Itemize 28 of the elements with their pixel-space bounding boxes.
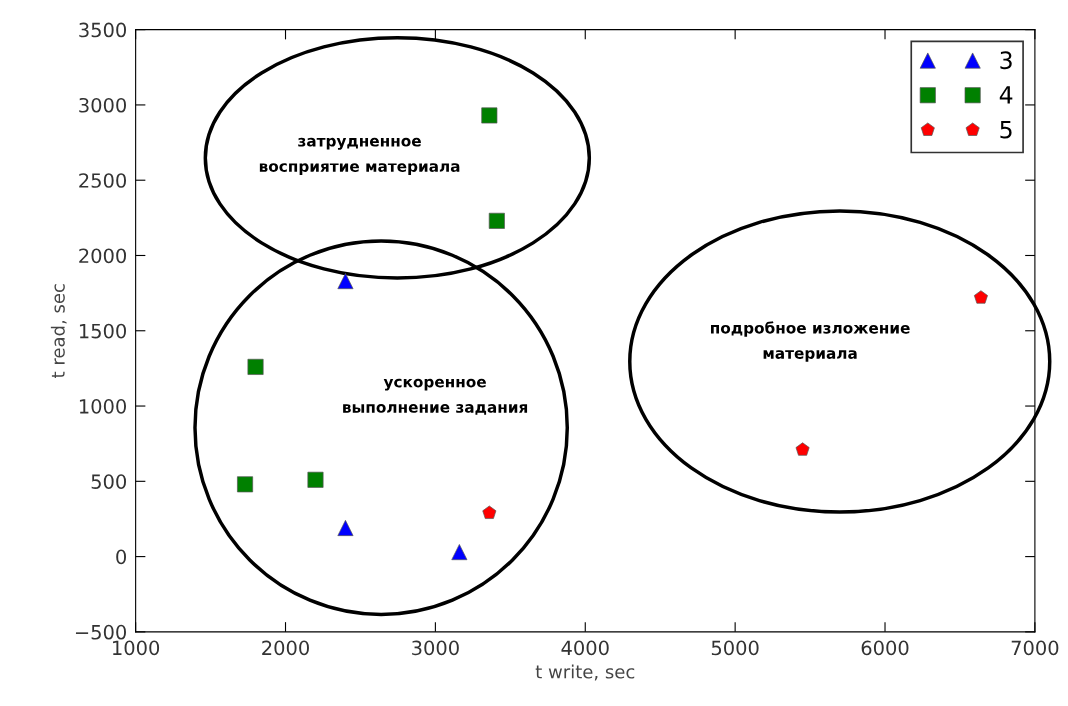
y-tick-label: 1000 xyxy=(79,398,127,414)
point xyxy=(337,520,354,536)
y-tick-label: −500 xyxy=(75,624,127,640)
point xyxy=(451,544,468,561)
annotation: подробное изложение материала xyxy=(711,321,910,362)
point xyxy=(482,505,497,519)
y-tick-label: 500 xyxy=(91,474,127,489)
y-tick-label: 0 xyxy=(116,549,127,565)
legend-label: 3 xyxy=(1000,51,1012,70)
y-tick-label: 2000 xyxy=(79,248,127,264)
x-axis-title: t write, sec xyxy=(535,664,635,681)
annotation: ускоренное выполнение задания xyxy=(343,378,528,415)
x-tick-label: 7000 xyxy=(1011,640,1059,656)
point xyxy=(337,273,354,290)
legend-label: 4 xyxy=(999,86,1013,104)
x-tick-label: 1000 xyxy=(113,640,160,656)
legend-label: 5 xyxy=(1000,120,1012,139)
y-tick-label: 3500 xyxy=(79,22,127,38)
y-axis-title: t read, sec xyxy=(50,284,67,378)
y-tick-label: 1500 xyxy=(79,323,127,339)
y-tick-label: 2500 xyxy=(79,173,127,188)
annotation: затрудненное восприятие материала xyxy=(259,137,460,175)
x-tick-label: 5000 xyxy=(711,640,759,656)
x-tick-label: 2000 xyxy=(262,640,309,656)
x-tick-label: 6000 xyxy=(861,640,909,656)
x-tick-label: 4000 xyxy=(561,640,609,656)
x-tick-label: 3000 xyxy=(412,640,459,656)
y-tick-label: 3000 xyxy=(79,97,127,113)
